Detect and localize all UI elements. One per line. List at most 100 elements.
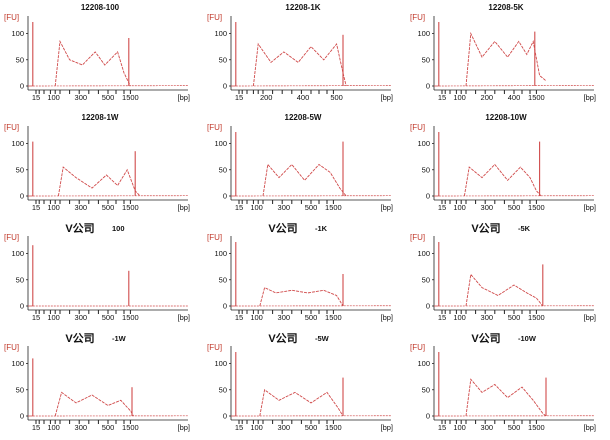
chart-title: V公司 [471,332,500,345]
y-tick-label: 0 [20,302,24,311]
x-tick-label: 500 [102,313,115,322]
electropherogram-panel: 12208-1K [FU] 0 50 100 15 200 400 500 [bp] [203,0,403,108]
x-tick-label: 500 [102,93,115,102]
y-tick-label: 100 [214,249,227,258]
sample-trace [259,389,344,417]
x-tick-label: 300 [481,423,494,432]
x-tick-label: 500 [508,313,521,322]
x-tick-label: 100 [47,423,60,432]
electropherogram-svg: V公司 -5K [FU] 0 50 100 15 100 300 500 1500 [bp] [410,222,596,322]
y-axis-label: [FU] [4,13,19,22]
sample-trace [463,163,542,197]
y-axis-label: [FU] [4,123,19,132]
electropherogram-panel: 12208-5W [FU] 0 50 100 15 100 300 500 1500 [bp] [203,110,403,218]
x-tick-label: 500 [305,203,318,212]
y-axis-label: [FU] [207,13,222,22]
electropherogram-panel: 12208-1W [FU] 0 50 100 15 100 300 500 1500 [bp] [0,110,200,218]
x-axis-unit: [bp] [583,203,596,212]
electropherogram-svg: V公司 -10W [FU] 0 50 100 15 100 300 500 1500 [bp] [410,332,596,432]
chart-title-suffix: 100 [112,224,125,233]
y-tick-label: 0 [20,82,24,91]
y-axis-label: [FU] [207,123,222,132]
x-tick-label: 15 [32,313,40,322]
chart-title: 12208-100 [81,3,120,12]
x-tick-label: 15 [235,93,243,102]
trace-baseline [438,85,595,87]
y-tick-label: 50 [422,275,430,284]
x-tick-label: 15 [438,203,446,212]
sample-trace [57,166,141,197]
x-axis-unit: [bp] [380,313,393,322]
chart-title-suffix: -5K [518,224,531,233]
x-axis-unit: [bp] [583,423,596,432]
x-tick-label: 1500 [528,313,545,322]
x-tick-label: 300 [278,423,291,432]
x-tick-label: 500 [508,203,521,212]
chart-title-suffix: -10W [518,334,537,343]
x-tick-label: 1500 [122,423,139,432]
x-tick-label: 15 [235,203,243,212]
x-tick-label: 15 [32,423,40,432]
electropherogram-panel: V公司 -10W [FU] 0 50 100 15 100 300 500 1500 [bp] [406,330,606,438]
x-tick-label: 300 [75,203,88,212]
y-tick-label: 100 [214,359,227,368]
chart-title-suffix: -1K [315,224,328,233]
y-tick-label: 100 [214,139,227,148]
y-tick-label: 100 [11,249,24,258]
electropherogram-svg: 12208-1K [FU] 0 50 100 15 200 400 500 [bp] [207,3,393,102]
x-tick-label: 100 [250,313,263,322]
electropherogram-panel: V公司 -5W [FU] 0 50 100 15 100 300 500 1500 [bp] [203,330,403,438]
x-tick-label: 100 [250,423,263,432]
x-tick-label: 15 [438,313,446,322]
y-tick-label: 0 [426,302,430,311]
x-axis-unit: [bp] [177,313,190,322]
x-axis-unit: [bp] [177,93,190,102]
y-tick-label: 50 [16,275,24,284]
x-tick-label: 1500 [528,93,545,102]
electropherogram-panel: 12208-10W [FU] 0 50 100 15 100 300 500 1500 [bp] [406,110,606,218]
x-tick-label: 300 [481,203,494,212]
x-tick-label: 100 [47,203,60,212]
x-tick-label: 500 [305,313,318,322]
y-axis-label: [FU] [410,233,425,242]
x-tick-label: 1500 [122,203,139,212]
y-tick-label: 50 [16,385,24,394]
y-tick-label: 50 [219,165,227,174]
x-tick-label: 1500 [122,313,139,322]
y-tick-label: 0 [20,192,24,201]
x-tick-label: 300 [481,313,494,322]
x-tick-label: 100 [250,203,263,212]
x-tick-label: 100 [453,313,466,322]
electropherogram-svg: 12208-5K [FU] 0 50 100 15 100 200 400 1500 [bp] [410,3,596,102]
y-tick-label: 50 [219,55,227,64]
x-axis-unit: [bp] [177,423,190,432]
electropherogram-svg: 12208-10W [FU] 0 50 100 15 100 300 500 1500 [bp] [410,113,596,212]
chart-title: 12208-5K [488,3,523,12]
chart-title: 12208-10W [485,113,527,122]
x-tick-label: 1500 [325,313,342,322]
sample-trace [465,31,547,87]
y-tick-label: 100 [417,29,430,38]
y-tick-label: 100 [417,249,430,258]
electropherogram-panel: 12208-100 [FU] 0 50 100 15 100 300 500 1500 [bp] [0,0,200,108]
x-tick-label: 1500 [528,423,545,432]
electropherogram-panel: 12208-5K [FU] 0 50 100 15 100 200 400 1500 [bp] [406,0,606,108]
y-axis-label: [FU] [410,13,425,22]
x-tick-label: 1500 [122,93,139,102]
y-tick-label: 0 [223,82,227,91]
electropherogram-svg: 12208-5W [FU] 0 50 100 15 100 300 500 1500 [bp] [207,113,393,212]
x-axis-unit: [bp] [380,423,393,432]
y-tick-label: 0 [426,412,430,421]
x-tick-label: 400 [508,93,521,102]
electropherogram-panel: V公司 -1W [FU] 0 50 100 15 100 300 500 1500 [bp] [0,330,200,438]
electropherogram-panel: V公司 -1K [FU] 0 50 100 15 100 300 500 1500 [bp] [203,220,403,328]
electropherogram-svg: 12208-1W [FU] 0 50 100 15 100 300 500 1500 [bp] [4,113,190,212]
x-tick-label: 1500 [325,203,342,212]
y-tick-label: 50 [422,165,430,174]
x-tick-label: 1500 [325,423,342,432]
chart-title-suffix: -1W [112,334,127,343]
x-tick-label: 100 [47,313,60,322]
x-axis-unit: [bp] [380,93,393,102]
x-tick-label: 100 [453,423,466,432]
electropherogram-svg: V公司 -5W [FU] 0 50 100 15 100 300 500 1500 [bp] [207,332,393,432]
